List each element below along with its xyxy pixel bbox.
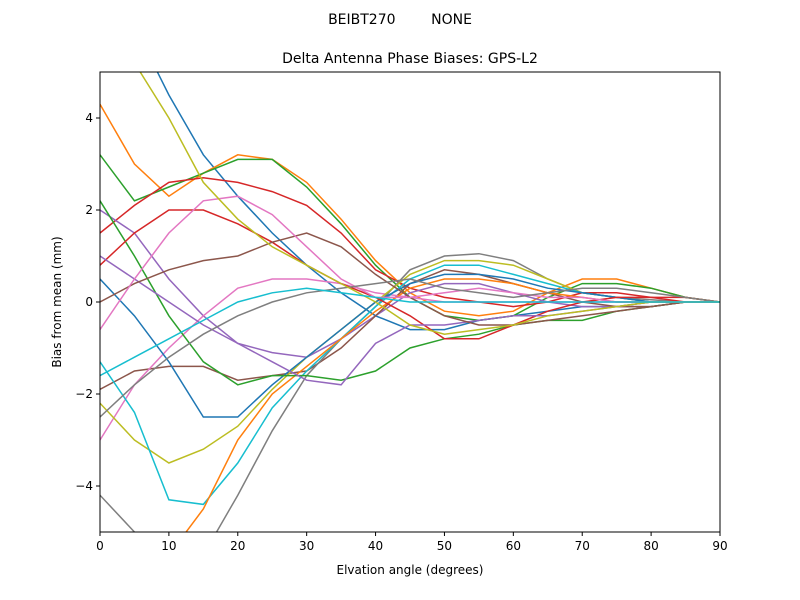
- x-axis-label: Elvation angle (degrees): [337, 563, 484, 577]
- series-line: [100, 278, 720, 418]
- y-tick-label: 4: [85, 111, 93, 125]
- x-tick-label: 90: [712, 539, 727, 553]
- y-axis-label: Bias from mean (mm): [50, 236, 64, 367]
- series-line: [100, 209, 720, 340]
- x-tick-label: 10: [161, 539, 176, 553]
- x-tick-label: 40: [368, 539, 383, 553]
- y-tick-label: −4: [75, 479, 93, 493]
- x-tick-label: 20: [230, 539, 245, 553]
- x-tick-label: 0: [96, 539, 104, 553]
- suptitle: BEIBT270 NONE: [328, 12, 472, 28]
- chart-title: Delta Antenna Phase Biases: GPS-L2: [282, 51, 538, 67]
- series-line: [100, 287, 720, 377]
- plot-lines: [100, 72, 720, 532]
- y-tick-label: 2: [85, 203, 93, 217]
- x-tick-label: 30: [299, 539, 314, 553]
- y-tick-label: −2: [75, 387, 93, 401]
- x-tick-label: 70: [575, 539, 590, 553]
- y-tick-label: 0: [85, 295, 93, 309]
- series-line: [139, 72, 720, 335]
- x-tick-label: 80: [643, 539, 658, 553]
- x-tick-label: 60: [506, 539, 521, 553]
- x-tick-label: 50: [437, 539, 452, 553]
